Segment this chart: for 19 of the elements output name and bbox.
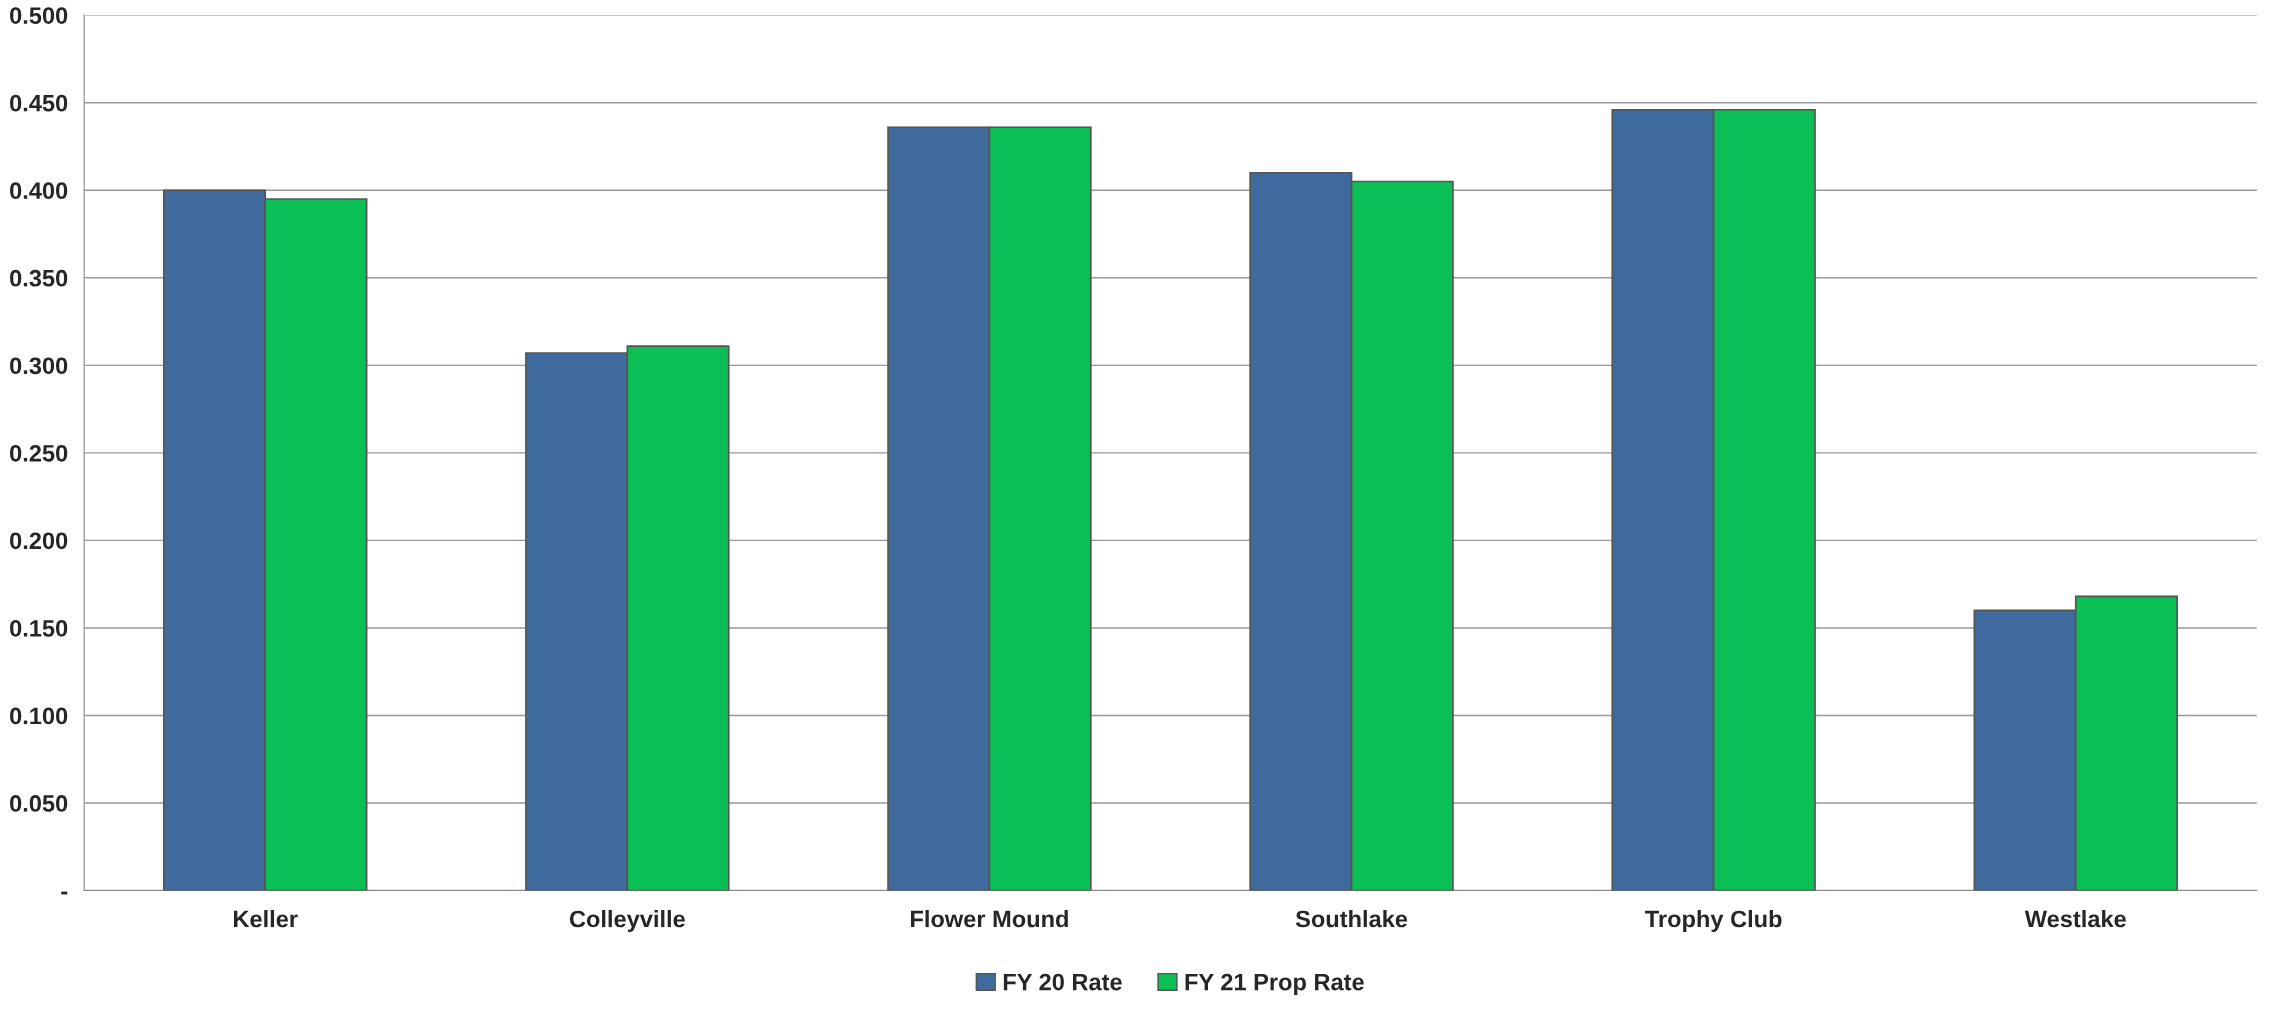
y-tick-label: 0.150 [10, 620, 68, 637]
y-tick-label: 0.450 [10, 94, 68, 112]
x-tick-label: Trophy Club [1645, 910, 1782, 933]
legend-label: FY 20 Rate [1003, 973, 1122, 991]
y-tick-label: 0.500 [10, 7, 68, 24]
x-tick-label: Keller [234, 910, 298, 928]
y-tick-label: 0.250 [10, 444, 68, 462]
x-tick-label: Flower Mound [911, 910, 1068, 928]
y-tick-label: 0.100 [10, 707, 68, 725]
legend-label: FY 21 Prop Rate [1185, 973, 1364, 996]
y-tick-label: 0.300 [10, 357, 68, 375]
x-tick-label: Southlake [1295, 910, 1408, 928]
x-tick-label: Westlake [2024, 910, 2126, 928]
y-tick-label: 0.200 [10, 532, 68, 550]
y-tick-label: - [61, 891, 68, 895]
y-tick-label: 0.050 [10, 795, 68, 812]
y-tick-label: 0.400 [10, 182, 68, 200]
y-tick-label: 0.350 [10, 269, 68, 287]
x-tick-label: Colleyville [569, 910, 685, 933]
